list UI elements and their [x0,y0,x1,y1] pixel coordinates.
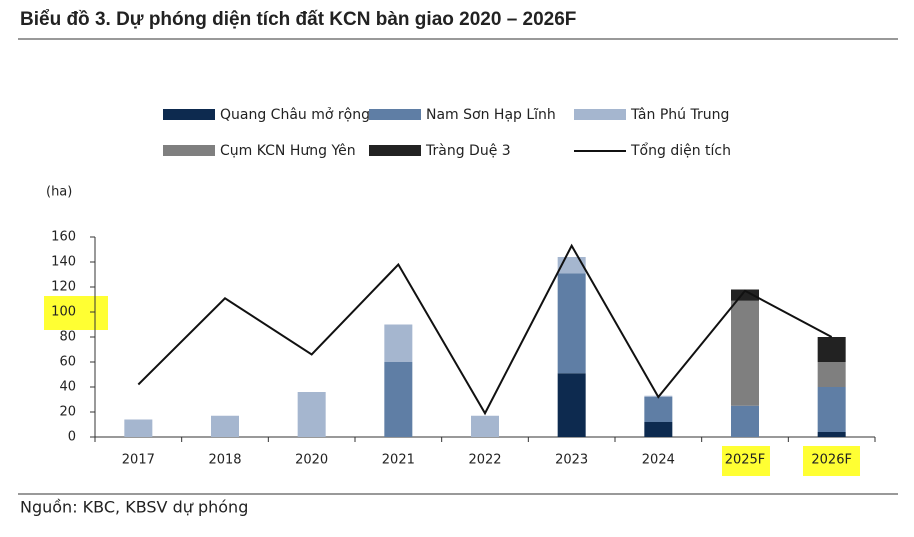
bar-segment [817,387,846,432]
bar-segment [817,337,846,362]
x-tick-label: 2020 [295,453,328,468]
legend-label: Cụm KCN Hưng Yên [220,143,356,159]
bar-segment [384,324,413,362]
highlight [44,296,108,330]
legend-swatch [163,109,215,120]
y-tick-label: 120 [51,280,76,295]
x-tick-label: 2021 [382,453,415,468]
x-tick-label: 2023 [555,453,588,468]
bar-segment [817,432,846,437]
bar-segment [731,289,759,301]
x-tick-label: 2017 [122,453,155,468]
y-tick-label: 0 [68,430,76,445]
total-line [137,243,833,416]
y-tick-label: 60 [59,355,76,370]
x-tick-label: 2025F [725,453,766,468]
y-axis-label: (ha) [46,185,72,200]
legend-swatch [369,145,421,156]
source: Nguồn: KBC, KBSV dự phóng [20,498,248,517]
x-tick-label: 2022 [468,453,501,468]
bar-segment [644,397,673,422]
bar-segment [557,373,586,437]
legend-swatch [163,145,215,156]
legend-label: Tràng Duệ 3 [425,143,511,159]
highlight [803,446,860,476]
x-tick-label: 2026F [811,453,852,468]
bar-segment [731,405,759,437]
y-tick-label: 40 [59,380,76,395]
bar-segment [297,392,326,437]
legend-label: Tân Phú Trung [630,107,729,123]
bar-segment [557,273,586,374]
legend-label: Quang Châu mở rộng [220,107,370,123]
bar-segment [644,422,673,437]
x-tick-label: 2018 [208,453,241,468]
bar-segment [211,415,239,437]
legend-label: Nam Sơn Hạp Lĩnh [426,107,556,123]
y-tick-label: 80 [59,330,76,345]
legend-label: Tổng diện tích [630,142,731,159]
highlight [722,446,770,476]
bar-segment [817,362,846,387]
y-tick-label: 20 [59,405,76,420]
bar-segment [124,419,153,437]
legend-swatch [369,109,421,120]
bar-segment [731,300,759,406]
bar-segment [384,362,413,437]
chart-title: Biểu đồ 3. Dự phóng diện tích đất KCN bà… [20,9,576,30]
y-tick-label: 160 [51,230,76,245]
bar-segment [471,415,499,437]
y-tick-label: 140 [51,255,76,270]
y-tick-label: 100 [51,305,76,320]
legend-swatch [574,109,626,120]
x-tick-label: 2024 [642,453,675,468]
